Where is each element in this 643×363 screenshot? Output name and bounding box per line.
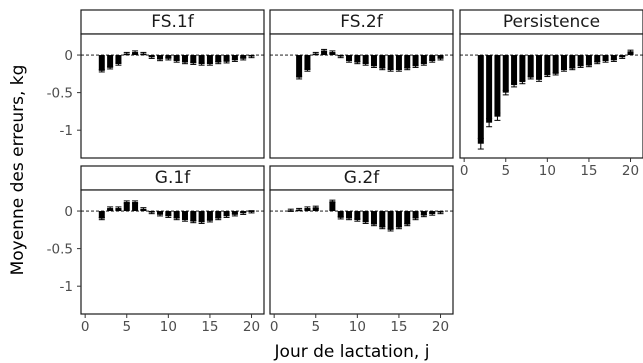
x-tick-label: 15 <box>201 319 218 335</box>
x-tick-label: 10 <box>539 163 556 179</box>
facet-label: FS.2f <box>340 12 383 32</box>
bar <box>371 55 377 66</box>
bar <box>363 211 369 222</box>
bar <box>404 55 410 69</box>
x-tick-label: 20 <box>622 163 639 179</box>
x-tick-label: 0 <box>270 319 279 335</box>
bar <box>486 55 492 123</box>
y-tick-label: -0.5 <box>47 86 73 102</box>
bar <box>404 211 410 225</box>
x-axis-title: Jour de lactation, j <box>274 342 430 362</box>
x-tick-label: 20 <box>432 319 449 335</box>
bar <box>578 55 584 66</box>
bar <box>511 55 517 85</box>
panel-fs-1f: FS.1f 0 -0.5 -1 <box>47 10 264 158</box>
bar <box>528 55 534 78</box>
bar <box>388 55 394 70</box>
x-tick-label: 20 <box>243 319 260 335</box>
y-tick-label: -1 <box>60 279 73 295</box>
panel-persistence: Persistence 0 5 10 15 20 <box>460 10 643 179</box>
x-tick-label: 5 <box>122 319 131 335</box>
x-tick-label: 5 <box>311 319 320 335</box>
y-tick-label: -0.5 <box>47 242 73 258</box>
x-tick-label: 0 <box>81 319 90 335</box>
y-tick-label: -1 <box>60 123 73 139</box>
panel-frame <box>270 34 453 158</box>
y-tick-label: 0 <box>64 204 73 220</box>
bar <box>413 55 419 66</box>
x-tick-label: 15 <box>580 163 597 179</box>
bar <box>99 55 105 71</box>
x-tick-label: 15 <box>390 319 407 335</box>
bar <box>553 55 559 74</box>
facet-label: Persistence <box>503 12 600 32</box>
panel-frame <box>81 34 264 158</box>
facet-label: G.1f <box>155 168 191 188</box>
bar <box>296 55 302 78</box>
bar <box>478 55 484 144</box>
bar <box>396 55 402 70</box>
x-tick-label: 10 <box>349 319 366 335</box>
x-tick-label: 10 <box>160 319 177 335</box>
y-axis-title: Moyenne des erreurs, kg <box>8 65 28 276</box>
bar <box>379 55 385 69</box>
panel-g-2f: G.2f 0 5 10 15 20 <box>270 166 453 335</box>
bar <box>536 55 542 80</box>
panel-fs-2f: FS.2f <box>270 10 453 158</box>
panel-g-1f: G.1f 0 5 10 15 20 0 -0.5 -1 <box>47 166 264 335</box>
bar <box>561 55 567 70</box>
bar <box>371 211 377 225</box>
bar <box>494 55 500 117</box>
bar <box>503 55 509 93</box>
facet-label: FS.1f <box>151 12 194 32</box>
bar <box>388 211 394 230</box>
bar <box>199 211 205 222</box>
bar <box>396 211 402 228</box>
bar <box>544 55 550 75</box>
y-tick-label: 0 <box>64 48 73 64</box>
x-tick-label: 0 <box>460 163 469 179</box>
bar <box>379 211 385 228</box>
bar <box>107 55 113 68</box>
bar <box>304 55 310 70</box>
bar <box>519 55 525 82</box>
x-tick-label: 5 <box>501 163 510 179</box>
facet-label: G.2f <box>344 168 380 188</box>
bar <box>569 55 575 69</box>
